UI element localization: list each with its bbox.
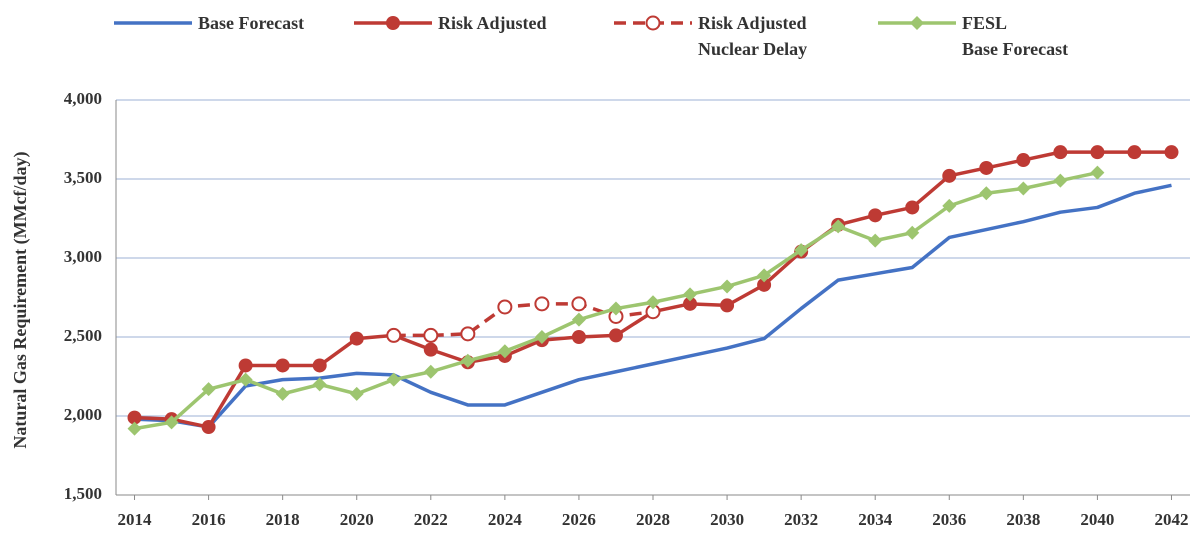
point bbox=[757, 268, 772, 283]
point bbox=[905, 200, 920, 215]
point bbox=[460, 326, 476, 342]
point bbox=[646, 295, 660, 310]
point bbox=[1090, 165, 1105, 180]
x-tick-label: 2016 bbox=[192, 510, 226, 529]
point bbox=[386, 327, 402, 343]
point bbox=[349, 331, 364, 346]
point bbox=[720, 279, 735, 294]
point bbox=[979, 186, 994, 201]
legend-marker bbox=[386, 16, 400, 30]
point bbox=[571, 312, 586, 327]
point bbox=[608, 301, 623, 316]
point bbox=[905, 225, 920, 240]
x-tick-label: 2040 bbox=[1080, 510, 1114, 529]
x-tick-label: 2038 bbox=[1006, 510, 1040, 529]
point bbox=[238, 372, 253, 387]
point bbox=[534, 330, 549, 344]
legend-label: Base Forecast bbox=[198, 13, 305, 33]
point bbox=[238, 358, 253, 373]
legend-item: Risk Adjusted Nuclear Delay bbox=[612, 10, 807, 62]
point bbox=[942, 198, 957, 213]
y-tick-label: 3,000 bbox=[64, 247, 102, 266]
point bbox=[1127, 145, 1142, 160]
x-tick-label: 2036 bbox=[932, 510, 966, 529]
line bbox=[134, 170, 1098, 431]
point bbox=[497, 344, 512, 359]
point bbox=[571, 330, 586, 344]
point bbox=[534, 296, 550, 312]
point bbox=[794, 243, 809, 258]
point bbox=[1053, 173, 1068, 188]
point bbox=[386, 372, 401, 387]
line bbox=[134, 183, 1172, 429]
line bbox=[134, 150, 1172, 429]
point bbox=[831, 219, 846, 234]
series bbox=[127, 165, 1105, 436]
point bbox=[1016, 181, 1031, 196]
legend-swatch bbox=[114, 21, 192, 25]
legend-swatch bbox=[878, 16, 956, 30]
x-tick-label: 2034 bbox=[858, 510, 893, 529]
series bbox=[386, 296, 661, 343]
x-tick-label: 2024 bbox=[488, 510, 523, 529]
point bbox=[683, 296, 698, 311]
x-tick-label: 2028 bbox=[636, 510, 670, 529]
point bbox=[164, 415, 179, 430]
point bbox=[868, 208, 883, 223]
point bbox=[349, 386, 364, 401]
y-tick-label: 2,500 bbox=[64, 326, 102, 345]
x-tick-label: 2020 bbox=[340, 510, 374, 529]
x-tick-label: 2030 bbox=[710, 510, 744, 529]
point bbox=[423, 327, 439, 343]
point bbox=[868, 233, 883, 248]
point bbox=[312, 358, 327, 373]
point bbox=[757, 277, 772, 292]
point bbox=[1053, 145, 1068, 160]
point bbox=[1090, 145, 1105, 160]
point bbox=[312, 377, 327, 392]
legend-swatch bbox=[614, 15, 692, 31]
point bbox=[127, 410, 142, 425]
x-tick-label: 2042 bbox=[1154, 510, 1188, 529]
point bbox=[720, 298, 735, 313]
point bbox=[423, 342, 438, 357]
legend-label: Risk Adjusted Nuclear Delay bbox=[698, 13, 808, 59]
legend-swatch bbox=[354, 16, 432, 30]
x-tick-label: 2018 bbox=[266, 510, 300, 529]
point bbox=[571, 296, 587, 312]
point bbox=[201, 420, 216, 435]
point bbox=[497, 299, 513, 315]
point bbox=[942, 168, 957, 183]
legend-marker bbox=[645, 15, 661, 31]
point bbox=[979, 160, 994, 175]
legend-marker bbox=[910, 16, 924, 30]
point bbox=[1016, 153, 1031, 168]
x-tick-label: 2026 bbox=[562, 510, 596, 529]
x-tick-label: 2032 bbox=[784, 510, 818, 529]
legend-label: FESL Base Forecast bbox=[962, 13, 1069, 59]
point bbox=[683, 287, 698, 302]
point bbox=[460, 353, 475, 368]
series bbox=[134, 183, 1172, 429]
point bbox=[423, 364, 438, 379]
x-tick-label: 2014 bbox=[118, 510, 153, 529]
x-tick-label: 2022 bbox=[414, 510, 448, 529]
legend-label: Risk Adjusted bbox=[438, 13, 547, 33]
point bbox=[275, 386, 290, 401]
y-tick-label: 1,500 bbox=[64, 484, 102, 503]
legend-item: FESL Base Forecast bbox=[876, 10, 1068, 62]
point bbox=[275, 358, 290, 373]
point bbox=[608, 328, 623, 343]
y-tick-label: 2,000 bbox=[64, 405, 102, 424]
y-tick-label: 4,000 bbox=[64, 89, 102, 108]
y-tick-label: 3,500 bbox=[64, 168, 102, 187]
legend-item: Base Forecast bbox=[112, 10, 304, 36]
legend-item: Risk Adjusted bbox=[352, 10, 547, 36]
y-axis-label: Natural Gas Requirement (MMcf/day) bbox=[10, 151, 31, 448]
point bbox=[127, 421, 142, 436]
point bbox=[1164, 145, 1179, 160]
point bbox=[201, 382, 216, 397]
